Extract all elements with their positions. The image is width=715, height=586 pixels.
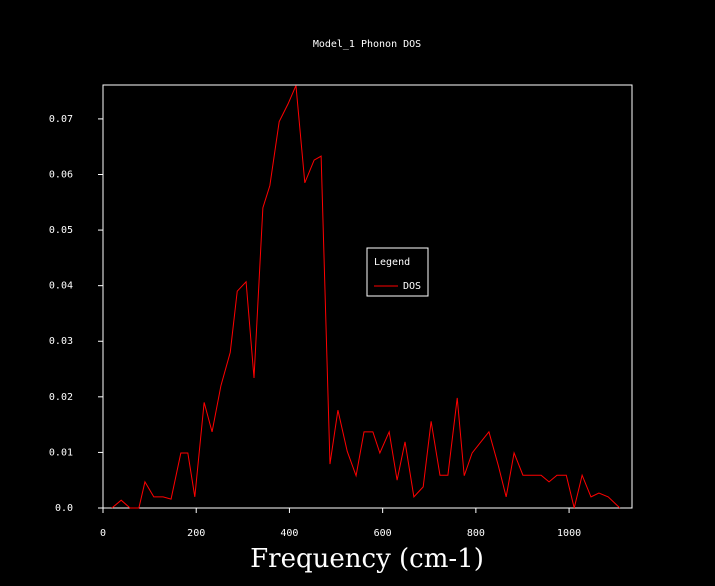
y-tick-label: 0.07 bbox=[49, 114, 73, 125]
x-tick-label: 0 bbox=[100, 528, 106, 539]
y-tick-label: 0.06 bbox=[49, 169, 73, 180]
y-tick-label: 0.05 bbox=[49, 225, 73, 236]
y-tick-label: 0.0 bbox=[55, 503, 73, 514]
y-tick-label: 0.03 bbox=[49, 336, 73, 347]
x-tick-label: 200 bbox=[187, 528, 205, 539]
legend-label: DOS bbox=[403, 281, 421, 292]
x-tick-label: 600 bbox=[374, 528, 392, 539]
x-tick-label: 400 bbox=[280, 528, 298, 539]
y-tick-label: 0.04 bbox=[49, 281, 73, 292]
x-tick-label: 800 bbox=[467, 528, 485, 539]
y-tick-label: 0.02 bbox=[49, 392, 73, 403]
chart-title: Model_1 Phonon DOS bbox=[313, 39, 421, 50]
data-line bbox=[111, 85, 621, 509]
x-axis-label: Frequency (cm-1) bbox=[250, 544, 484, 574]
y-tick-label: 0.01 bbox=[49, 447, 73, 458]
plot-frame bbox=[102, 84, 633, 509]
x-tick-label: 1000 bbox=[557, 528, 581, 539]
legend-title: Legend bbox=[374, 257, 410, 268]
legend bbox=[366, 247, 429, 297]
